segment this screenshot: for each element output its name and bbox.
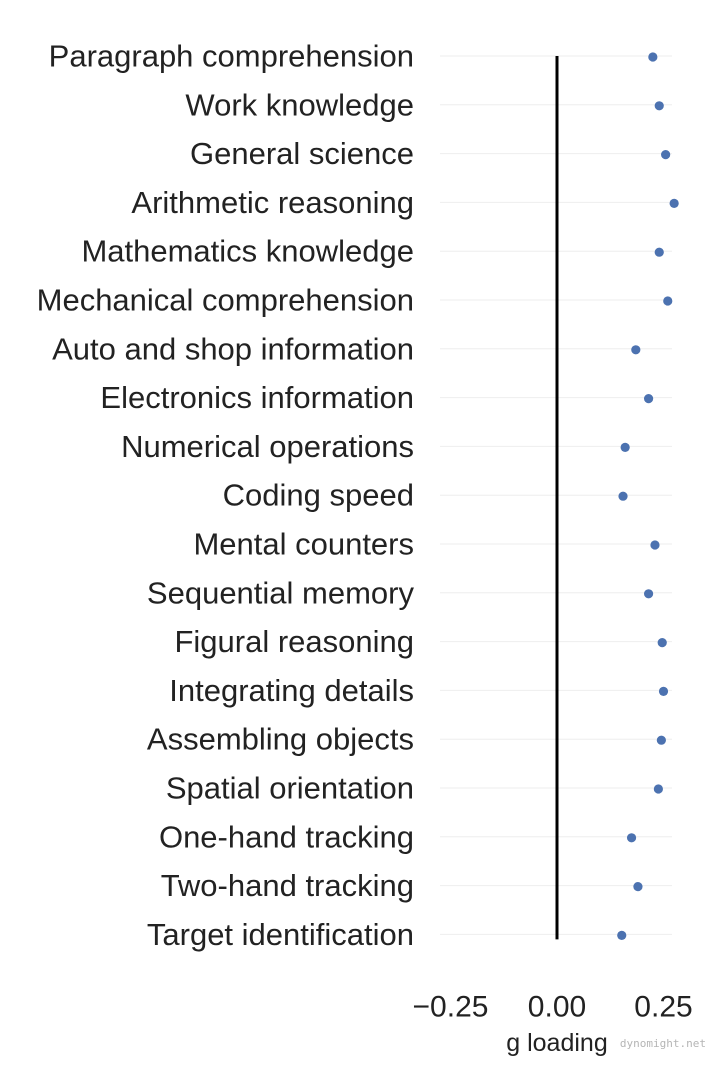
data-point — [620, 442, 630, 452]
data-point — [648, 52, 658, 62]
x-tick-labels: −0.25 0.00 0.25 — [413, 991, 693, 1024]
category-label: Assembling objects — [147, 722, 414, 757]
x-tick-label: 0.25 — [634, 991, 692, 1024]
category-label: Spatial orientation — [166, 771, 414, 806]
x-tick-label: 0.00 — [528, 991, 586, 1024]
data-point — [654, 247, 664, 257]
data-point — [656, 735, 666, 745]
data-point — [663, 296, 673, 306]
data-points — [617, 52, 679, 941]
category-label: Figural reasoning — [174, 624, 414, 659]
data-point — [631, 345, 641, 355]
category-label: Coding speed — [223, 478, 414, 513]
category-label: General science — [190, 136, 414, 171]
data-point — [654, 101, 664, 111]
category-label: Paragraph comprehension — [49, 39, 414, 74]
data-point — [658, 686, 669, 697]
category-label: Sequential memory — [147, 575, 415, 610]
x-tick-label: −0.25 — [413, 991, 489, 1024]
category-label: Two-hand tracking — [161, 868, 414, 903]
data-point — [626, 833, 637, 843]
category-label: Work knowledge — [185, 87, 414, 122]
data-point — [643, 394, 654, 404]
data-point — [617, 930, 627, 941]
category-label: Mechanical comprehension — [37, 283, 414, 318]
x-axis-title: g loading — [506, 1029, 607, 1057]
category-label: One-hand tracking — [159, 819, 414, 854]
category-labels: Paragraph comprehension Work knowledge Gen… — [37, 39, 415, 952]
category-label: Electronics information — [100, 380, 414, 415]
category-label: Target identification — [147, 917, 414, 952]
data-point — [657, 638, 667, 648]
data-point — [633, 882, 643, 892]
data-point — [669, 198, 679, 208]
data-point — [653, 784, 663, 794]
category-label: Integrating details — [169, 673, 414, 708]
watermark-text: dynomight.net — [620, 1037, 706, 1050]
data-point — [650, 540, 660, 550]
data-point — [618, 491, 628, 501]
category-label: Auto and shop information — [52, 331, 414, 366]
category-label: Numerical operations — [121, 429, 414, 464]
data-point — [661, 150, 671, 160]
category-label: Mathematics knowledge — [81, 234, 414, 269]
category-label: Mental counters — [193, 527, 414, 562]
data-point — [643, 589, 654, 599]
category-label: Arithmetic reasoning — [131, 185, 414, 220]
